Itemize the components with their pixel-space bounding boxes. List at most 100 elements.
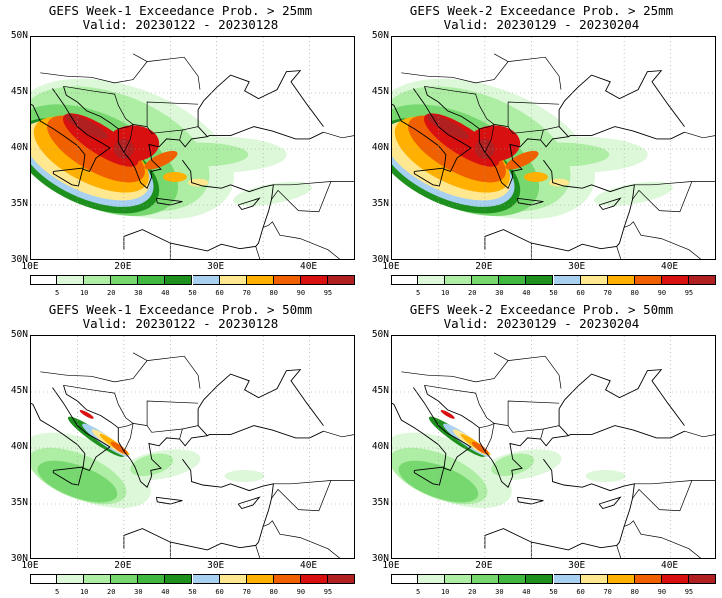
color-bar-label: 40	[161, 588, 170, 596]
color-bar-swatch	[607, 574, 635, 584]
coastline	[197, 70, 324, 127]
coastline	[598, 197, 622, 211]
lon-label: 30E	[207, 261, 225, 272]
lat-label: 50N	[10, 30, 28, 41]
color-bar-swatch	[219, 275, 247, 285]
color-bar-label: 10	[79, 289, 89, 297]
color-bar-label: 60	[576, 588, 585, 596]
lat-label: 45N	[10, 86, 28, 97]
coastline	[237, 197, 261, 211]
color-bar	[30, 275, 355, 285]
color-bar-swatch	[661, 275, 689, 285]
country-border	[132, 352, 148, 361]
probability-contour	[65, 114, 109, 140]
coastline	[197, 369, 324, 426]
lat-label: 30N	[10, 553, 28, 564]
country-border	[255, 545, 261, 558]
country-border	[634, 181, 715, 186]
country-border	[424, 384, 560, 433]
country-border	[271, 480, 332, 512]
coastline	[558, 408, 569, 437]
lon-label: 10E	[21, 261, 39, 272]
color-bar-swatch	[300, 275, 328, 285]
country-border	[479, 124, 495, 130]
color-bar-label: 95	[684, 289, 694, 297]
color-bar-label: 60	[215, 289, 224, 297]
lat-label: 30N	[10, 254, 28, 265]
color-bar-swatch	[192, 574, 220, 584]
color-bar-swatch	[472, 275, 500, 285]
color-bar-swatch	[192, 275, 220, 285]
probability-contour	[426, 114, 470, 140]
color-bar-label: 20	[107, 588, 116, 596]
country-border	[323, 430, 354, 438]
panel-title: GEFS Week-1 Exceedance Prob. > 25mm	[48, 3, 313, 18]
country-border	[273, 181, 354, 186]
color-bar-label: 50	[188, 289, 197, 297]
color-bar-label: 10	[440, 588, 450, 596]
lat-label: 45N	[10, 385, 28, 396]
coastline	[424, 385, 685, 488]
color-bar-label: 60	[576, 289, 585, 297]
color-bar-swatch	[327, 275, 355, 285]
lon-label: 10E	[382, 261, 400, 272]
color-bar-label: 30	[495, 289, 504, 297]
color-bar-label: 95	[323, 289, 333, 297]
color-bar-label: 50	[549, 289, 558, 297]
color-bar-swatch	[499, 574, 527, 584]
probability-contour	[398, 460, 479, 503]
lon-label: 10E	[21, 560, 39, 571]
probability-map	[391, 335, 716, 559]
country-border	[540, 428, 544, 440]
color-bar-swatch	[138, 275, 166, 285]
lon-label: 20E	[114, 261, 132, 272]
coastline	[413, 466, 445, 486]
map-panel-1: GEFS Week-1 Exceedance Prob. > 25mm Valid…	[0, 0, 361, 299]
color-bar-label: 95	[684, 588, 694, 596]
color-bar-label: 5	[415, 289, 421, 297]
color-bar-swatch	[445, 574, 473, 584]
color-bar-swatch	[526, 574, 554, 584]
color-bar-label: 90	[657, 588, 667, 596]
country-border	[623, 523, 630, 527]
lon-label: 40E	[660, 560, 679, 571]
country-border	[616, 545, 622, 558]
lat-label: 35N	[10, 198, 28, 209]
probability-contour	[440, 410, 455, 419]
panel-title: GEFS Week-1 Exceedance Prob. > 50mm	[48, 302, 313, 317]
color-bar-swatch	[273, 275, 301, 285]
probability-contour	[505, 150, 539, 170]
color-bar-label: 40	[522, 289, 531, 297]
color-bar-label: 10	[440, 289, 450, 297]
coastline	[63, 86, 324, 189]
color-bar-label: 70	[603, 588, 612, 596]
color-bar-label: 20	[468, 289, 477, 297]
country-border	[262, 224, 269, 228]
country-border	[634, 480, 715, 485]
lat-label: 30N	[371, 254, 389, 265]
lat-label: 45N	[371, 86, 389, 97]
color-bar-label: 5	[54, 588, 60, 596]
color-bar-label: 50	[549, 588, 558, 596]
color-bar-swatch	[219, 574, 247, 584]
color-bar-label: 60	[215, 588, 224, 596]
color-bar-swatch	[661, 574, 689, 584]
lat-label: 35N	[10, 497, 28, 508]
color-bar-label: 70	[242, 289, 251, 297]
country-border	[632, 181, 693, 213]
color-bar-swatch	[165, 574, 193, 584]
color-bar-label: 20	[107, 289, 116, 297]
color-bar-swatch	[138, 574, 166, 584]
lon-label: 30E	[568, 560, 586, 571]
color-bar-swatch	[391, 275, 419, 285]
color-bar-label: 30	[134, 588, 143, 596]
country-border	[146, 101, 199, 127]
color-bar-label: 80	[630, 289, 639, 297]
color-bar-swatch	[634, 574, 662, 584]
coastline	[558, 369, 685, 426]
country-border	[484, 124, 495, 153]
country-border	[632, 480, 693, 512]
probability-contour	[162, 172, 187, 182]
country-border	[123, 124, 134, 153]
color-bar-label: 80	[269, 289, 278, 297]
